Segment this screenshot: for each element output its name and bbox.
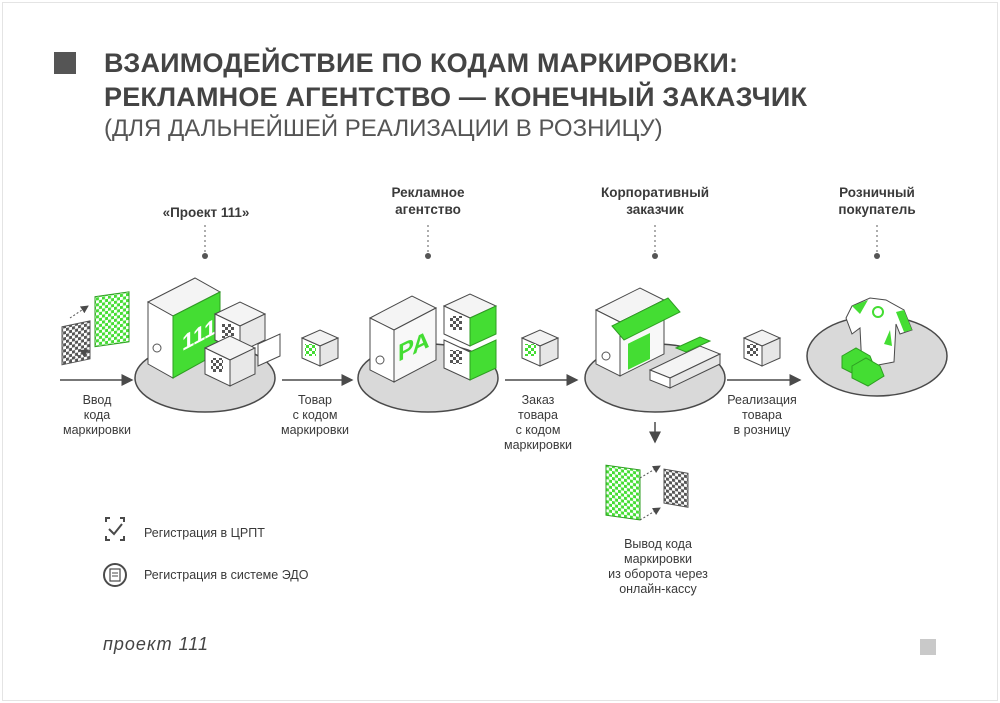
parcel-icon-goods	[300, 329, 340, 367]
company-logo: проект 111	[103, 634, 209, 654]
legend-crpt-icon	[105, 517, 125, 541]
legend-crpt-label: Регистрация в ЦРПТ	[144, 526, 265, 540]
parcel-icon-retail	[742, 329, 782, 367]
tshirt-sneakers-icon	[806, 297, 948, 397]
stage-connectors	[202, 225, 880, 259]
legend-edo-icon	[103, 563, 127, 587]
page-subtitle: (ДЛЯ ДАЛЬНЕЙШЕЙ РЕАЛИЗАЦИИ В РОЗНИЦУ)	[104, 115, 663, 142]
stage-label-corporate: Корпоративный заказчик	[600, 185, 710, 217]
stage-label-retail-buyer: Розничный покупатель	[838, 185, 916, 217]
page-title: ВЗАИМОДЕЙСТВИЕ ПО КОДАМ МАРКИРОВКИ: РЕКЛ…	[104, 46, 807, 114]
stage-label-agency: Рекламное агентство	[391, 185, 465, 217]
corner-marker	[920, 639, 936, 655]
title-line-2: РЕКЛАМНОЕ АГЕНТСТВО — КОНЕЧНЫЙ ЗАКАЗЧИК	[104, 82, 808, 112]
store-icon	[584, 287, 726, 413]
project-111-box-icon: 111	[134, 277, 281, 413]
stage-label-project: «Проект 111»	[162, 205, 250, 220]
flow-label-goods: Товар с кодом маркировки	[281, 393, 349, 437]
withdraw-qr-icon	[605, 464, 689, 521]
title-marker	[54, 52, 76, 74]
flow-arrows	[60, 374, 802, 444]
flow-label-retail: Реализация товара в розницу	[727, 393, 797, 437]
flow-label-input: Ввод кода маркировки	[63, 393, 131, 437]
flow-label-order: Заказ товара с кодом маркировки	[504, 393, 572, 452]
input-qr-icon	[61, 291, 130, 366]
legend-edo-label: Регистрация в системе ЭДО	[144, 568, 309, 582]
parcel-icon-order	[520, 329, 560, 367]
agency-box-icon: PA	[357, 293, 499, 413]
flow-label-withdraw: Вывод кода маркировки из оборота через о…	[608, 537, 708, 596]
title-line-1: ВЗАИМОДЕЙСТВИЕ ПО КОДАМ МАРКИРОВКИ:	[104, 48, 739, 78]
